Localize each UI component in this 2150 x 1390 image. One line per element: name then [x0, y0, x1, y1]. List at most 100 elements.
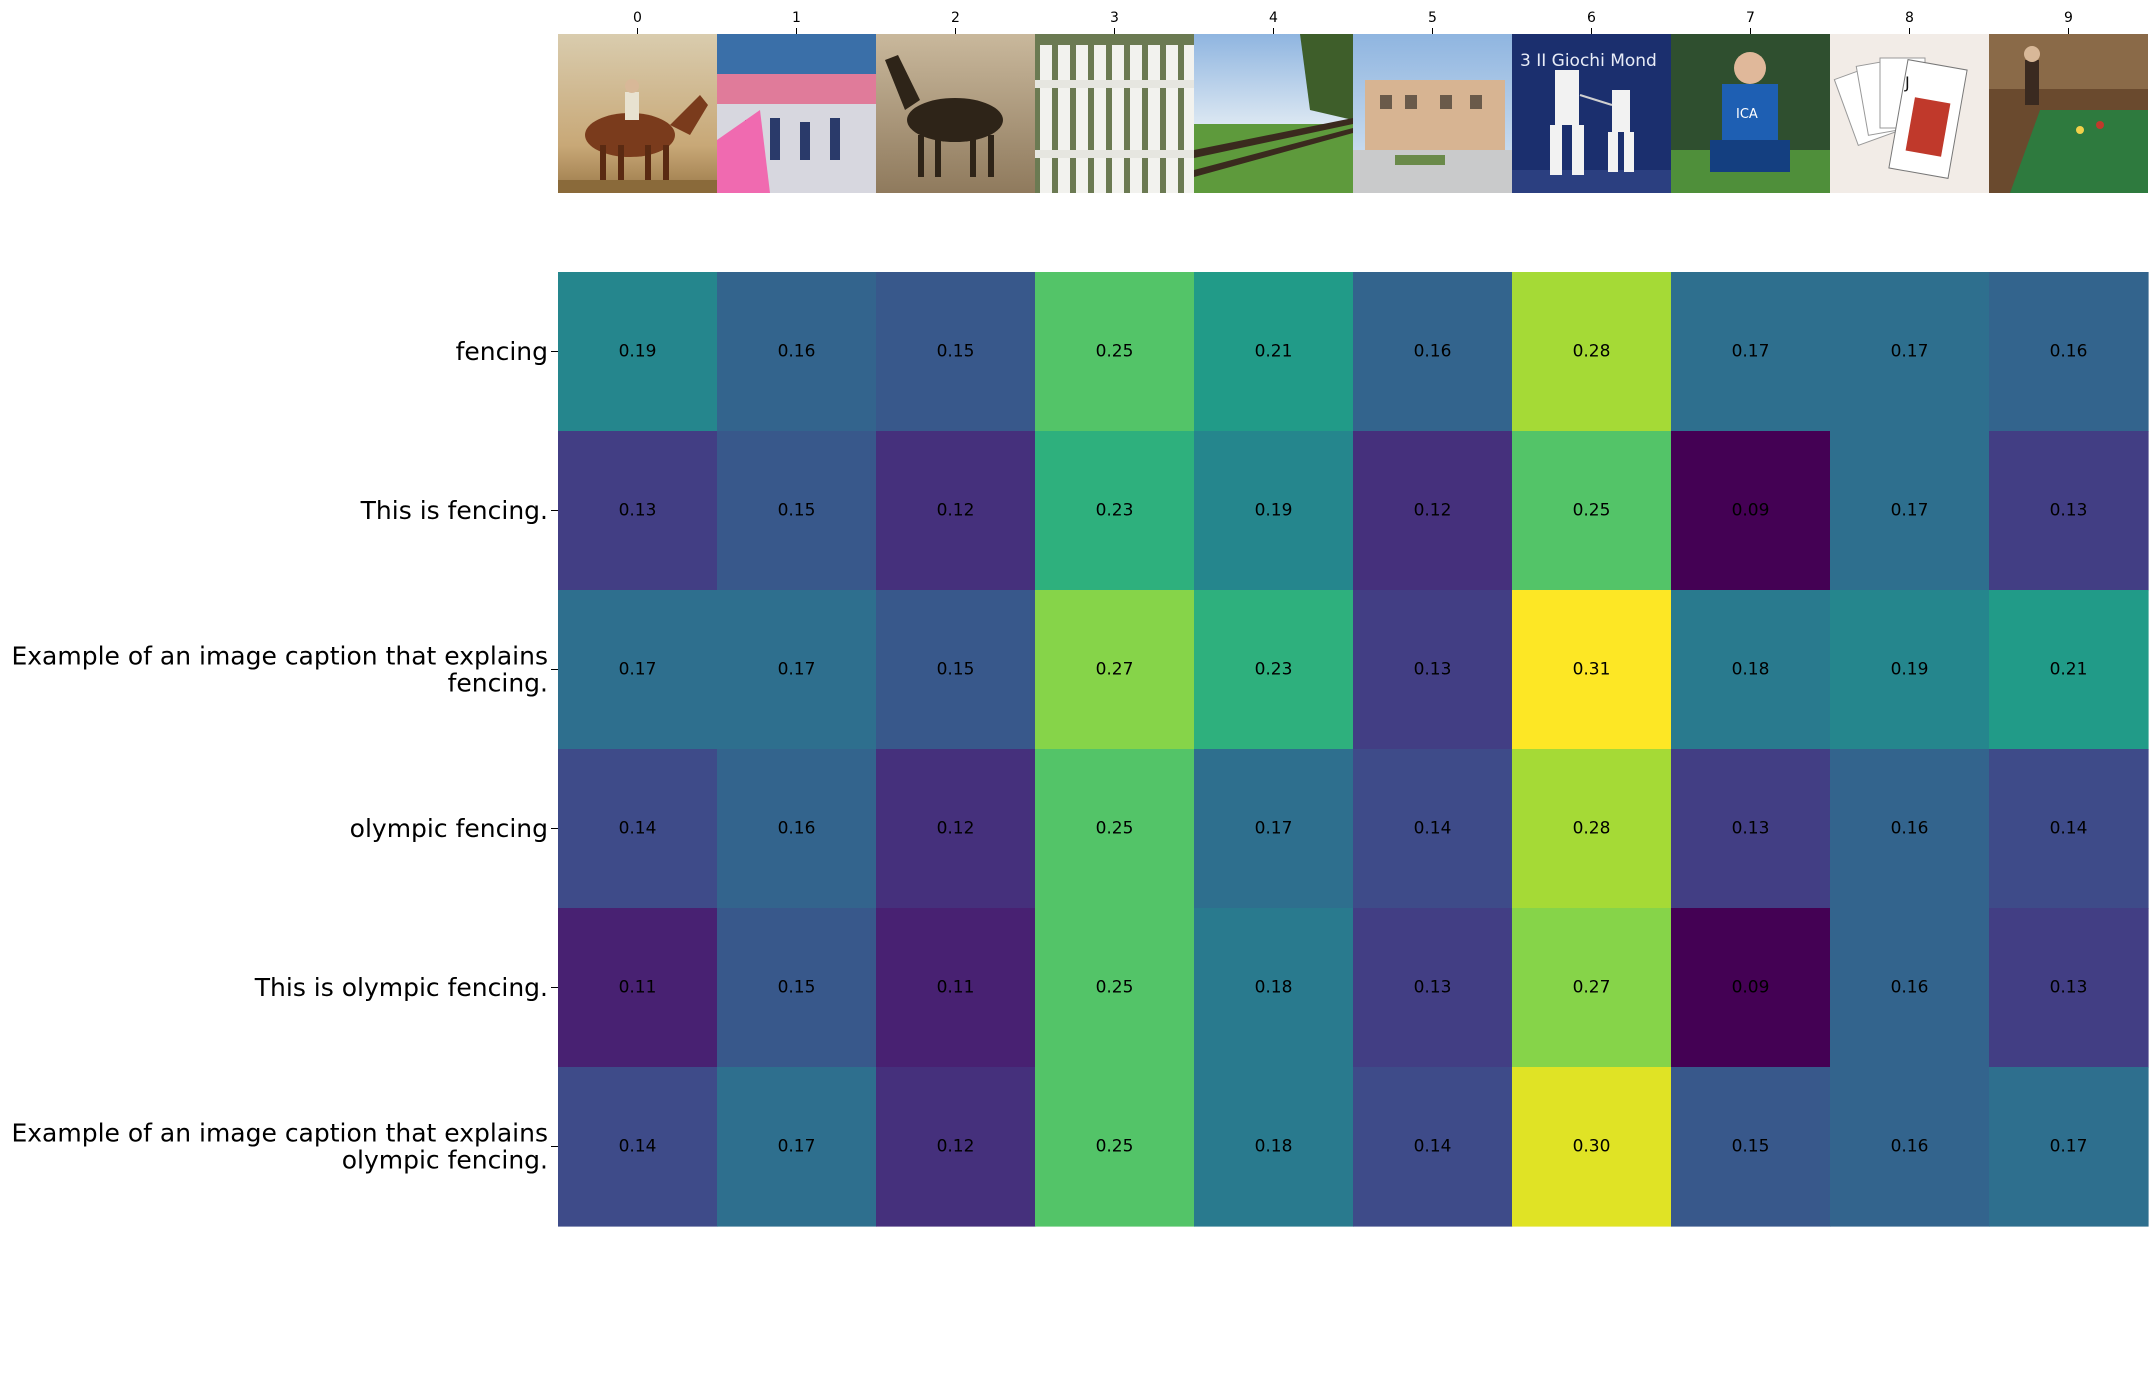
heatmap-cell-r5-c7: [1671, 1067, 1831, 1227]
cell-value-label-r4-c7: 0.09: [1732, 978, 1770, 998]
heatmap-cell-r5-c8: [1830, 1067, 1990, 1227]
heatmap-cell-r4-c4: [1194, 908, 1354, 1068]
cell-value-label-r0-c0: 0.19: [619, 342, 657, 362]
heatmap-cell-r1-c8: [1830, 431, 1990, 591]
cell-value-label-r3-c3: 0.25: [1096, 819, 1134, 839]
heatmap-cell-r0-c2: [876, 272, 1036, 432]
x-tick-label-8: 8: [1905, 10, 1914, 26]
x-tick-label-4: 4: [1269, 10, 1278, 26]
cell-value-label-r1-c8: 0.17: [1891, 501, 1929, 521]
heatmap-cell-r4-c3: [1035, 908, 1195, 1068]
cell-value-label-r2-c3: 0.27: [1096, 660, 1134, 680]
cell-value-label-r1-c3: 0.23: [1096, 501, 1134, 521]
heatmap-cell-r1-c6: [1512, 431, 1672, 591]
cell-value-label-r0-c5: 0.16: [1414, 342, 1452, 362]
heatmap-cell-r1-c1: [717, 431, 877, 591]
cell-value-label-r1-c6: 0.25: [1573, 501, 1611, 521]
x-tick-label-3: 3: [1110, 10, 1119, 26]
heatmap-cell-r5-c1: [717, 1067, 877, 1227]
cell-value-label-r4-c3: 0.25: [1096, 978, 1134, 998]
cell-value-label-r3-c9: 0.14: [2050, 819, 2088, 839]
heatmap-cell-r3-c9: [1989, 749, 2149, 909]
svg-text:ICA: ICA: [1736, 107, 1758, 122]
heatmap-cell-r4-c6: [1512, 908, 1672, 1068]
cell-value-label-r1-c2: 0.12: [937, 501, 975, 521]
cell-value-label-r4-c1: 0.15: [778, 978, 816, 998]
x-axis-ticks: 0 1 2 3 4 5 6 7 8 9: [633, 10, 2073, 34]
svg-text:3 II Giochi Mond: 3 II Giochi Mond: [1520, 51, 1657, 71]
cell-value-label-r3-c0: 0.14: [619, 819, 657, 839]
heatmap-cell-r0-c0: [558, 272, 718, 432]
thumbnail-2-horse-sepia: [876, 34, 1035, 193]
heatmap-cell-r3-c7: [1671, 749, 1831, 909]
heatmap-cell-r4-c9: [1989, 908, 2149, 1068]
heatmap-cell-r2-c1: [717, 590, 877, 750]
heatmap-cell-r4-c7: [1671, 908, 1831, 1068]
heatmap-cell-r3-c4: [1194, 749, 1354, 909]
x-tick-label-5: 5: [1428, 10, 1437, 26]
image-thumbnails: 3 II Giochi Mond ICA J: [558, 34, 2148, 193]
cell-value-label-r1-c0: 0.13: [619, 501, 657, 521]
cell-value-label-r5-c4: 0.18: [1255, 1137, 1293, 1157]
heatmap-cell-r0-c7: [1671, 272, 1831, 432]
heatmap-cell-r5-c5: [1353, 1067, 1513, 1227]
cell-value-label-r5-c2: 0.12: [937, 1137, 975, 1157]
heatmap-cell-r2-c0: [558, 590, 718, 750]
heatmap-cell-r2-c8: [1830, 590, 1990, 750]
cell-value-label-r1-c9: 0.13: [2050, 501, 2088, 521]
x-tick-label-0: 0: [633, 10, 642, 26]
heatmap-cell-r3-c1: [717, 749, 877, 909]
thumbnail-7-goalkeeper: ICA: [1671, 34, 1830, 193]
cell-value-label-r0-c9: 0.16: [2050, 342, 2088, 362]
cell-value-label-r2-c5: 0.13: [1414, 660, 1452, 680]
heatmap-cell-r2-c9: [1989, 590, 2149, 750]
cell-value-label-r1-c7: 0.09: [1732, 501, 1770, 521]
cell-value-label-r0-c1: 0.16: [778, 342, 816, 362]
heatmap-cell-r2-c5: [1353, 590, 1513, 750]
thumbnail-9-billiards: [1989, 34, 2148, 193]
cell-value-label-r4-c8: 0.16: [1891, 978, 1929, 998]
cell-value-label-r5-c1: 0.17: [778, 1137, 816, 1157]
thumbnail-0-jockey-horse: [558, 34, 717, 193]
heatmap-cells: 0.19 0.16 0.15 0.25 0.21 0.16 0.28 0.17 0.17 0.16…: [558, 272, 2149, 1227]
cell-value-label-r5-c6: 0.30: [1573, 1137, 1611, 1157]
cell-value-label-r0-c7: 0.17: [1732, 342, 1770, 362]
heatmap-cell-r2-c4: [1194, 590, 1354, 750]
heatmap-cell-r3-c0: [558, 749, 718, 909]
heatmap-cell-r5-c2: [876, 1067, 1036, 1227]
svg-text:J: J: [1904, 73, 1910, 92]
cell-value-label-r5-c3: 0.25: [1096, 1137, 1134, 1157]
heatmap-cell-r4-c8: [1830, 908, 1990, 1068]
heatmap-cell-r5-c4: [1194, 1067, 1354, 1227]
x-tick-label-1: 1: [792, 10, 801, 26]
thumbnail-4-field-fence: [1194, 34, 1353, 193]
cell-value-label-r0-c8: 0.17: [1891, 342, 1929, 362]
cell-value-label-r4-c2: 0.11: [937, 978, 975, 998]
heatmap-cell-r5-c6: [1512, 1067, 1672, 1227]
cell-value-label-r2-c8: 0.19: [1891, 660, 1929, 680]
heatmap-cell-r4-c5: [1353, 908, 1513, 1068]
cell-value-label-r2-c1: 0.17: [778, 660, 816, 680]
y-tick-label-5: Example of an image caption that explain…: [11, 1119, 548, 1175]
y-tick-label-3: olympic fencing: [350, 814, 548, 843]
cell-value-label-r2-c0: 0.17: [619, 660, 657, 680]
heatmap-cell-r2-c2: [876, 590, 1036, 750]
heatmap-cell-r1-c2: [876, 431, 1036, 591]
cell-value-label-r3-c8: 0.16: [1891, 819, 1929, 839]
cell-value-label-r1-c5: 0.12: [1414, 501, 1452, 521]
cell-value-label-r2-c9: 0.21: [2050, 660, 2088, 680]
cell-value-label-r2-c4: 0.23: [1255, 660, 1293, 680]
heatmap-cell-r1-c3: [1035, 431, 1195, 591]
heatmap-cell-r1-c7: [1671, 431, 1831, 591]
x-tick-label-7: 7: [1746, 10, 1755, 26]
cell-value-label-r1-c1: 0.15: [778, 501, 816, 521]
heatmap-cell-r1-c0: [558, 431, 718, 591]
heatmap-cell-r5-c9: [1989, 1067, 2149, 1227]
heatmap-cell-r1-c9: [1989, 431, 2149, 591]
cell-value-label-r0-c3: 0.25: [1096, 342, 1134, 362]
cell-value-label-r2-c6: 0.31: [1573, 660, 1611, 680]
cell-value-label-r5-c7: 0.15: [1732, 1137, 1770, 1157]
heatmap-cell-r0-c3: [1035, 272, 1195, 432]
heatmap-cell-r1-c5: [1353, 431, 1513, 591]
cell-value-label-r0-c2: 0.15: [937, 342, 975, 362]
